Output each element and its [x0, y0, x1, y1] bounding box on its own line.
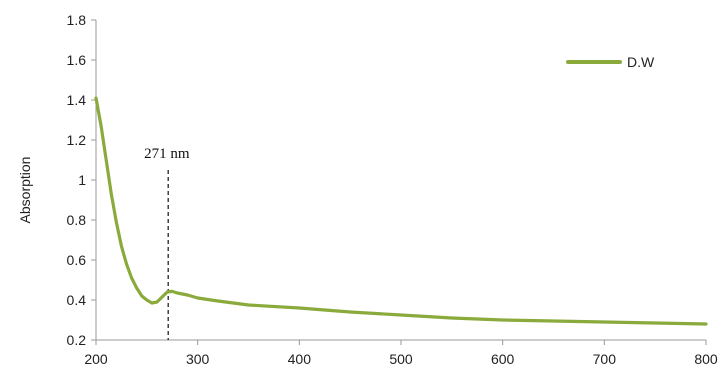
y-tick-label: 1.8 [67, 12, 87, 28]
data-point [155, 300, 159, 304]
annotation-layer: 271 nm [144, 146, 190, 340]
data-point [110, 192, 113, 196]
y-tick-label: 0.2 [67, 332, 87, 348]
data-point [99, 124, 103, 128]
legend-label: D.W [627, 54, 655, 70]
y-tick-label: 1.6 [67, 52, 87, 68]
x-tick-label: 300 [186, 351, 210, 367]
data-point [135, 286, 138, 290]
data-point [216, 299, 220, 303]
data-point [552, 319, 555, 323]
data-point [130, 276, 133, 280]
data-point [171, 290, 174, 293]
x-tick-label: 400 [288, 351, 312, 367]
y-tick-label: 1.2 [67, 132, 87, 148]
annotation-label: 271 nm [144, 146, 190, 162]
legend: D.W [566, 54, 655, 70]
y-tick-label: 0.4 [67, 292, 87, 308]
data-point [105, 158, 108, 162]
series-layer [94, 96, 708, 326]
data-point [450, 316, 453, 320]
data-point [115, 220, 118, 224]
data-point [176, 291, 179, 295]
y-axis-title: Absorption [17, 157, 33, 224]
y-tick-label: 0.6 [67, 252, 87, 268]
data-point [125, 262, 128, 266]
data-point [196, 296, 199, 300]
data-point [140, 294, 143, 298]
data-point [654, 321, 657, 325]
x-tick-label: 200 [84, 351, 108, 367]
data-point [298, 306, 301, 310]
data-point [150, 301, 154, 305]
y-tick-label: 1 [78, 172, 86, 188]
data-point [349, 310, 352, 314]
data-point [120, 244, 123, 248]
x-tick-label: 800 [694, 351, 718, 367]
data-point [704, 322, 708, 326]
data-point [160, 295, 164, 299]
data-point [94, 96, 98, 100]
x-tick-labels: 200 300 400 500 600 700 800 [84, 340, 718, 367]
axes [95, 20, 706, 341]
y-tick-label: 1.4 [67, 92, 87, 108]
series-line-dw [94, 96, 708, 326]
data-point [501, 318, 504, 322]
data-point [247, 303, 250, 307]
y-tick-label: 0.8 [67, 212, 87, 228]
data-point [603, 320, 606, 324]
data-point [186, 293, 189, 297]
data-point [145, 298, 148, 302]
x-tick-label: 700 [593, 351, 617, 367]
x-tick-label: 500 [389, 351, 413, 367]
x-tick-label: 600 [491, 351, 515, 367]
data-point [166, 290, 169, 294]
data-point [399, 313, 403, 317]
y-tick-labels: 0.2 0.4 0.6 0.8 1 1.2 1.4 1.6 1.8 [67, 12, 96, 348]
